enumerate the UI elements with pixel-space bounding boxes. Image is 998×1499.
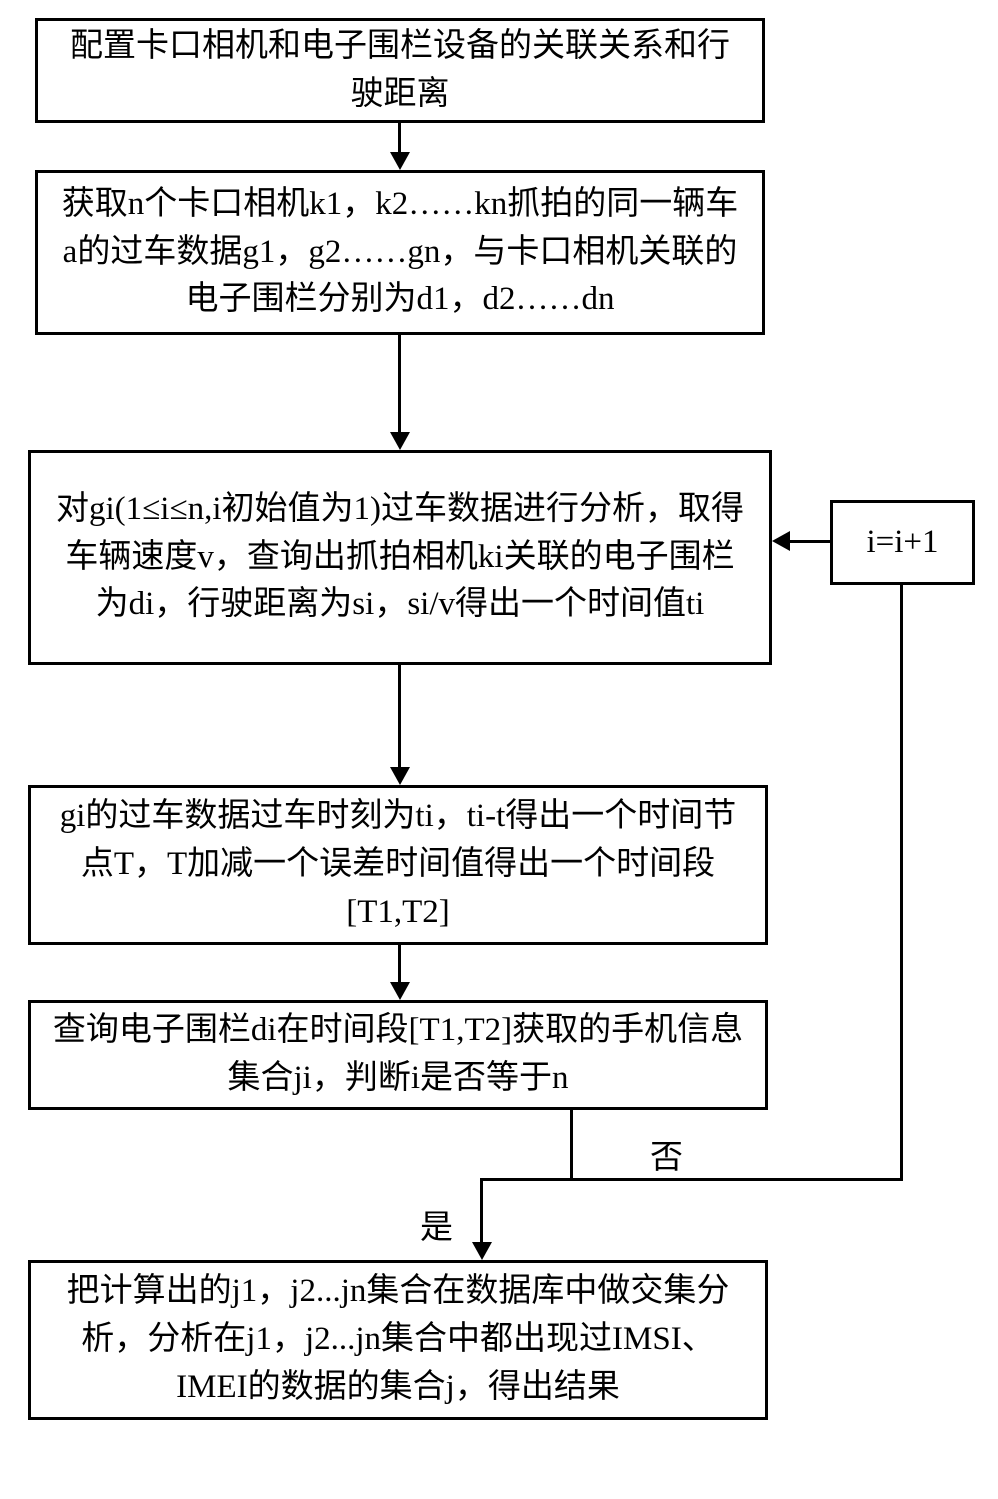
arrow-4-5-line	[398, 945, 401, 983]
arrow-i-3-head	[772, 531, 790, 551]
arrow-3-4-head	[390, 767, 410, 785]
label-no: 否	[650, 1130, 683, 1178]
box-increment-text: i=i+1	[866, 519, 938, 567]
box-acquire: 获取n个卡口相机k1，k2……kn抓拍的同一辆车a的过车数据g1，g2……gn，…	[35, 170, 765, 335]
label-yes: 是	[420, 1200, 453, 1248]
arrow-5-6-vert1	[570, 1110, 573, 1180]
box-result-text: 把计算出的j1，j2...jn集合在数据库中做交集分析，分析在j1，j2...j…	[49, 1268, 747, 1412]
box-config: 配置卡口相机和电子围栏设备的关联关系和行驶距离	[35, 18, 765, 123]
arrow-1-2-head	[390, 152, 410, 170]
arrow-5-6-head	[472, 1242, 492, 1260]
arrow-3-4-line	[398, 665, 401, 768]
box-increment: i=i+1	[830, 500, 975, 585]
arrow-1-2-line	[398, 123, 401, 153]
box-query: 查询电子围栏di在时间段[T1,T2]获取的手机信息集合ji，判断i是否等于n	[28, 1000, 768, 1110]
box-query-text: 查询电子围栏di在时间段[T1,T2]获取的手机信息集合ji，判断i是否等于n	[49, 1007, 747, 1103]
box-analyze: 对gi(1≤i≤n,i初始值为1)过车数据进行分析，取得车辆速度v，查询出抓拍相…	[28, 450, 772, 665]
arrow-5-6-vert2	[480, 1178, 483, 1243]
arrow-2-3-head	[390, 432, 410, 450]
box-acquire-text: 获取n个卡口相机k1，k2……kn抓拍的同一辆车a的过车数据g1，g2……gn，…	[56, 181, 744, 325]
arrow-i-3-line	[790, 540, 830, 543]
arrow-5-6-horiz	[480, 1178, 573, 1181]
arrow-5-i-vert	[900, 585, 903, 1181]
box-config-text: 配置卡口相机和电子围栏设备的关联关系和行驶距离	[56, 23, 744, 119]
box-result: 把计算出的j1，j2...jn集合在数据库中做交集分析，分析在j1，j2...j…	[28, 1260, 768, 1420]
box-time: gi的过车数据过车时刻为ti，ti-t得出一个时间节点T，T加减一个误差时间值得…	[28, 785, 768, 945]
arrow-5-i-horiz	[573, 1178, 900, 1181]
box-time-text: gi的过车数据过车时刻为ti，ti-t得出一个时间节点T，T加减一个误差时间值得…	[49, 793, 747, 937]
arrow-4-5-head	[390, 982, 410, 1000]
box-analyze-text: 对gi(1≤i≤n,i初始值为1)过车数据进行分析，取得车辆速度v，查询出抓拍相…	[49, 486, 751, 630]
arrow-2-3-line	[398, 335, 401, 433]
